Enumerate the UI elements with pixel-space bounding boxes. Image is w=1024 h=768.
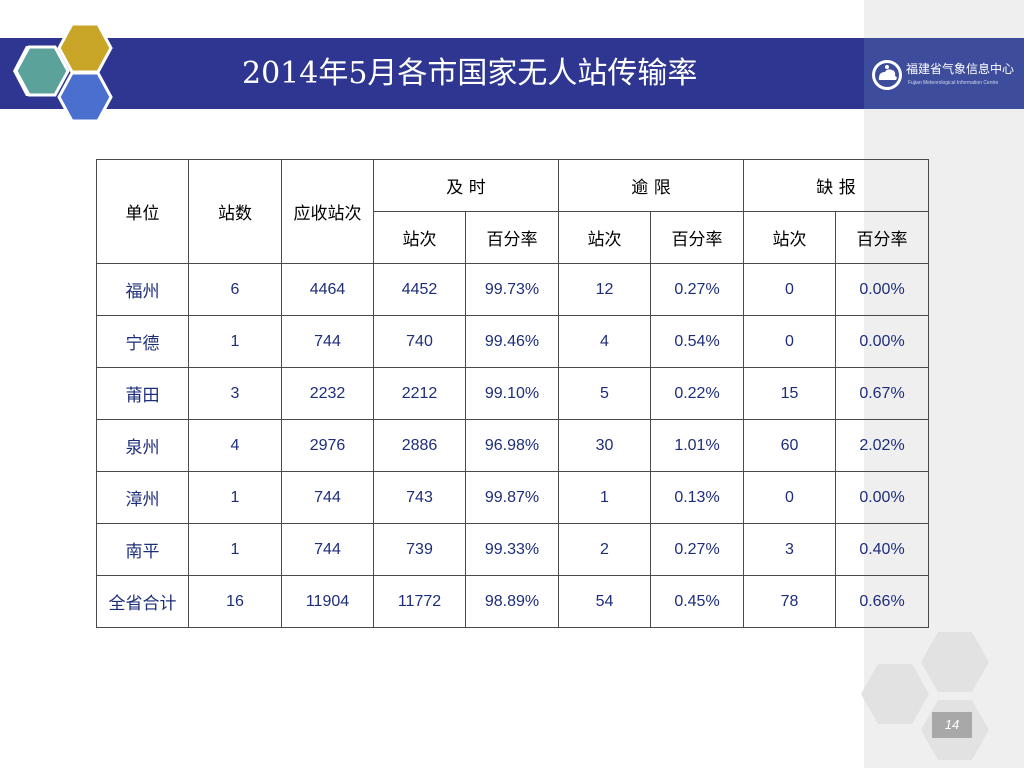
cell-missing-count: 60 [743,419,836,472]
table-header-row: 单位 站数 应收站次 及 时 逾 限 缺 报 [96,159,929,264]
cell-ontime-percent: 98.89% [465,575,559,628]
cell-city: 全省合计 [96,575,189,628]
cell-missing-percent: 0.66% [835,575,929,628]
cell-stations: 1 [188,315,282,368]
cell-expected: 2232 [281,367,374,420]
cell-expected: 4464 [281,263,374,316]
cell-stations: 1 [188,523,282,576]
cell-missing-count: 15 [743,367,836,420]
cell-missing-percent: 0.00% [835,263,929,316]
cell-city: 福州 [96,263,189,316]
header-expected: 应收站次 [281,159,374,264]
cell-overdue-percent: 0.22% [650,367,744,420]
cell-overdue-percent: 0.13% [650,471,744,524]
header-stations: 站数 [188,159,282,264]
cell-ontime-percent: 99.73% [465,263,559,316]
table-row: 南平 1 744 739 99.33% 2 0.27% 3 0.40% [96,523,929,576]
cell-overdue-percent: 0.27% [650,523,744,576]
slide-title: 2014年5月各市国家无人站传输率 [242,56,698,91]
header-unit: 单位 [96,159,189,264]
cell-ontime-count: 739 [373,523,466,576]
subheader-ontime-percent: 百分率 [465,211,559,264]
table-total-row: 全省合计 16 11904 11772 98.89% 54 0.45% 78 0… [96,575,929,628]
logo-panel: 福建省气象信息中心 Fujian Meteorological Informat… [864,38,1024,109]
cell-ontime-count: 740 [373,315,466,368]
logo-name-cn: 福建省气象信息中心 [906,62,1015,76]
subheader-ontime-count: 站次 [373,211,466,264]
cell-city: 漳州 [96,471,189,524]
subheader-overdue-count: 站次 [558,211,651,264]
cell-ontime-percent: 99.87% [465,471,559,524]
cell-stations: 6 [188,263,282,316]
header-missing: 缺 报 [743,159,929,212]
cell-ontime-percent: 99.10% [465,367,559,420]
decorative-hexagons-icon [861,632,989,760]
cell-overdue-count: 5 [558,367,651,420]
weather-logo-icon [872,60,902,90]
header-ontime: 及 时 [373,159,559,212]
table-subheader-row: 站次 百分率 站次 百分率 站次 百分率 [97,211,929,264]
subheader-missing-count: 站次 [743,211,836,264]
cell-ontime-percent: 96.98% [465,419,559,472]
cell-missing-count: 0 [743,263,836,316]
cell-stations: 4 [188,419,282,472]
cell-city: 泉州 [96,419,189,472]
cell-overdue-count: 30 [558,419,651,472]
cell-city: 南平 [96,523,189,576]
header-overdue: 逾 限 [558,159,744,212]
table-row: 漳州 1 744 743 99.87% 1 0.13% 0 0.00% [96,471,929,524]
cell-ontime-count: 2886 [373,419,466,472]
cell-ontime-count: 11772 [373,575,466,628]
cell-ontime-percent: 99.33% [465,523,559,576]
page-number: 14 [932,712,972,738]
cell-missing-count: 0 [743,471,836,524]
cell-overdue-count: 54 [558,575,651,628]
cell-overdue-percent: 0.45% [650,575,744,628]
cell-expected: 744 [281,471,374,524]
cell-expected: 744 [281,523,374,576]
cell-missing-count: 0 [743,315,836,368]
cell-overdue-percent: 1.01% [650,419,744,472]
cell-ontime-percent: 99.46% [465,315,559,368]
cell-missing-percent: 2.02% [835,419,929,472]
cell-ontime-count: 743 [373,471,466,524]
subheader-missing-percent: 百分率 [835,211,929,264]
table-row: 福州 6 4464 4452 99.73% 12 0.27% 0 0.00% [96,263,929,316]
cell-city: 宁德 [96,315,189,368]
cell-overdue-percent: 0.27% [650,263,744,316]
subheader-overdue-percent: 百分率 [650,211,744,264]
cell-ontime-count: 2212 [373,367,466,420]
title-bar [0,38,864,109]
logo-name-en: Fujian Meteorological Information Centre [908,80,999,86]
hexagon-cluster-icon [13,22,113,123]
cell-expected: 2976 [281,419,374,472]
cell-missing-count: 3 [743,523,836,576]
cell-missing-percent: 0.00% [835,471,929,524]
cell-missing-percent: 0.40% [835,523,929,576]
cell-overdue-count: 1 [558,471,651,524]
table-row: 宁德 1 744 740 99.46% 4 0.54% 0 0.00% [96,315,929,368]
cell-overdue-percent: 0.54% [650,315,744,368]
cell-overdue-count: 2 [558,523,651,576]
cell-stations: 3 [188,367,282,420]
cell-overdue-count: 4 [558,315,651,368]
cell-stations: 16 [188,575,282,628]
cell-expected: 11904 [281,575,374,628]
cell-overdue-count: 12 [558,263,651,316]
cell-missing-percent: 0.67% [835,367,929,420]
transmission-rate-table: 单位 站数 应收站次 及 时 逾 限 缺 报 站次 百分率 站次 百分率 站次 … [96,159,929,628]
cell-missing-percent: 0.00% [835,315,929,368]
table-row: 莆田 3 2232 2212 99.10% 5 0.22% 15 0.67% [96,367,929,420]
cell-stations: 1 [188,471,282,524]
table-row: 泉州 4 2976 2886 96.98% 30 1.01% 60 2.02% [96,419,929,472]
cell-expected: 744 [281,315,374,368]
cell-ontime-count: 4452 [373,263,466,316]
cell-missing-count: 78 [743,575,836,628]
cell-city: 莆田 [96,367,189,420]
